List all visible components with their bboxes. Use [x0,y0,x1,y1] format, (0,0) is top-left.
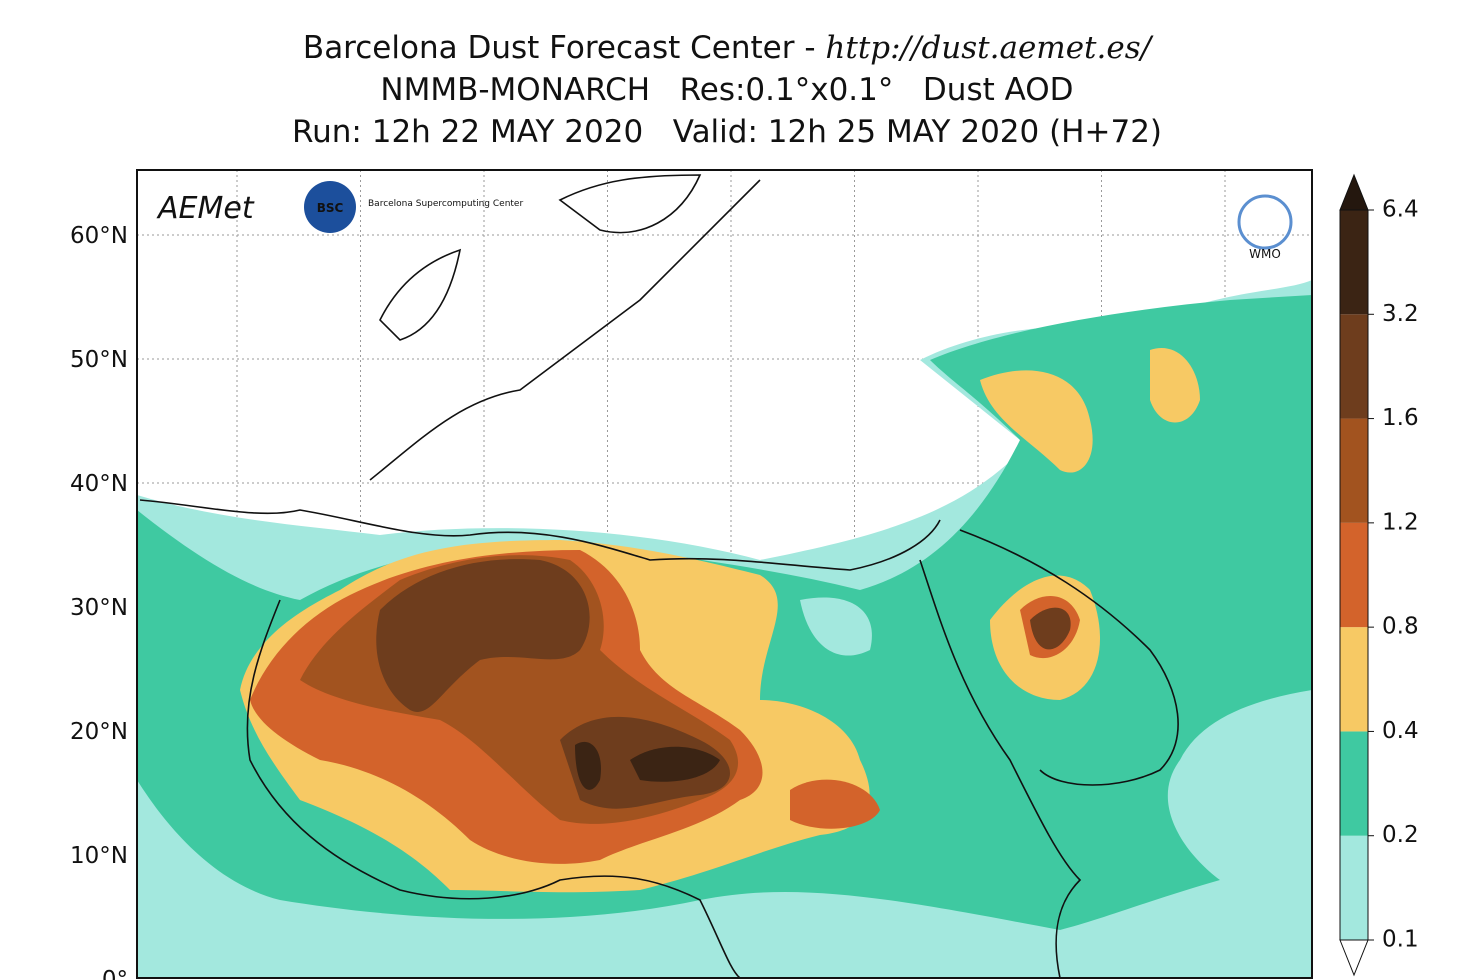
coastline [558,174,702,234]
model-line: NMMB-MONARCH Res:0.1°x0.1° Dust AOD [380,72,1073,108]
run-line: Run: 12h 22 MAY 2020 Valid: 12h 25 MAY 2… [292,114,1162,150]
wmo-text: WMO [1249,247,1281,261]
center-name: Barcelona Dust Forecast Center - [303,30,825,66]
colorbar-label: 0.2 [1382,822,1419,848]
bsc-name: Barcelona Supercomputing Center [368,199,523,209]
aemet-logo: AEMet [156,191,255,226]
coastline [369,179,761,481]
wmo-logo [1237,194,1293,250]
lat-label: 20°N [70,719,128,745]
lat-label: 50°N [70,347,128,373]
colorbar-label: 1.2 [1382,509,1419,535]
colorbar-segment [1340,835,1368,940]
coastline [919,559,1082,978]
colorbar: 0.1 0.2 0.4 0.8 1.2 1.6 3.2 6.4 [1339,173,1419,977]
coastline [139,499,941,571]
lat-label: 0° [102,967,128,980]
dust-region [980,370,1093,473]
colorbar-label: 0.8 [1382,614,1419,640]
colorbar-segment [1340,522,1368,628]
colorbar-label: 0.4 [1382,718,1419,744]
colorbar-frame [1339,209,1369,941]
colorbar-over [1339,173,1369,211]
dust-region [376,559,590,712]
lat-label: 10°N [70,843,128,869]
lat-label: 30°N [70,595,128,621]
colorbar-segment [1340,731,1368,836]
lat-label: 40°N [70,471,128,497]
bsc-logo-ring [304,181,356,233]
colorbar-segment [1340,418,1368,523]
coastline [379,248,462,341]
dust-region [575,741,601,790]
dust-region [790,779,880,829]
colorbar-label: 6.4 [1382,197,1419,223]
dust-region [1150,348,1200,423]
colorbar-label: 3.2 [1382,301,1419,327]
map-area [137,170,1312,978]
dust-region [630,746,720,782]
colorbar-segment [1340,314,1368,419]
colorbar-segment [1340,627,1368,732]
bsc-logo: BSC [317,201,344,215]
lat-label: 60°N [70,223,128,249]
coastline [959,529,1179,786]
dust-region [1030,607,1071,650]
url: http://dust.aemet.es/ [825,30,1153,66]
dust-region [800,597,872,656]
map-frame [136,169,1313,979]
colorbar-segment [1340,210,1368,315]
colorbar-label: 0.1 [1382,927,1419,953]
colorbar-under [1339,939,1369,977]
title-line: Barcelona Dust Forecast Center - http://… [303,30,1154,66]
coastline [246,599,741,978]
colorbar-label: 1.6 [1382,405,1419,431]
